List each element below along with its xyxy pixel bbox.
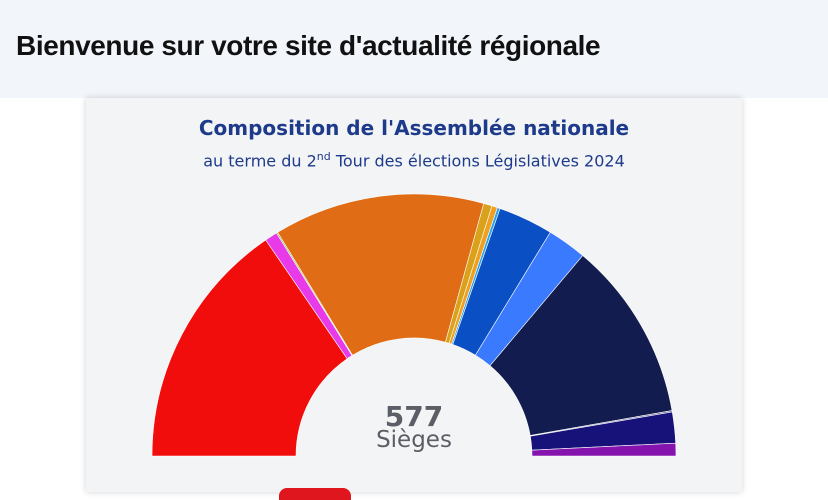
legend-item-partial [279,488,351,500]
seat-total: 577 [385,400,443,433]
chart-subtitle: au terme du 2nd Tour des élections Légis… [86,150,742,170]
chart-subtitle-suffix: Tour des élections Législatives 2024 [330,151,625,171]
hemicycle-segment-1 [151,239,348,457]
chart-subtitle-sup: nd [316,150,331,163]
site-header: Bienvenue sur votre site d'actualité rég… [0,0,828,98]
hemicycle-chart: 577 Sièges [151,193,677,457]
chart-card: Composition de l'Assemblée nationale au … [86,98,742,500]
site-title: Bienvenue sur votre site d'actualité rég… [16,30,601,61]
seat-label: Sièges [376,427,452,453]
chart-subtitle-prefix: au terme du 2 [203,151,317,171]
hemicycle-segments [151,193,677,457]
hemicycle-segment-13 [531,442,677,457]
hemicycle-segment-4 [277,193,485,356]
chart-title: Composition de l'Assemblée nationale [198,116,630,140]
